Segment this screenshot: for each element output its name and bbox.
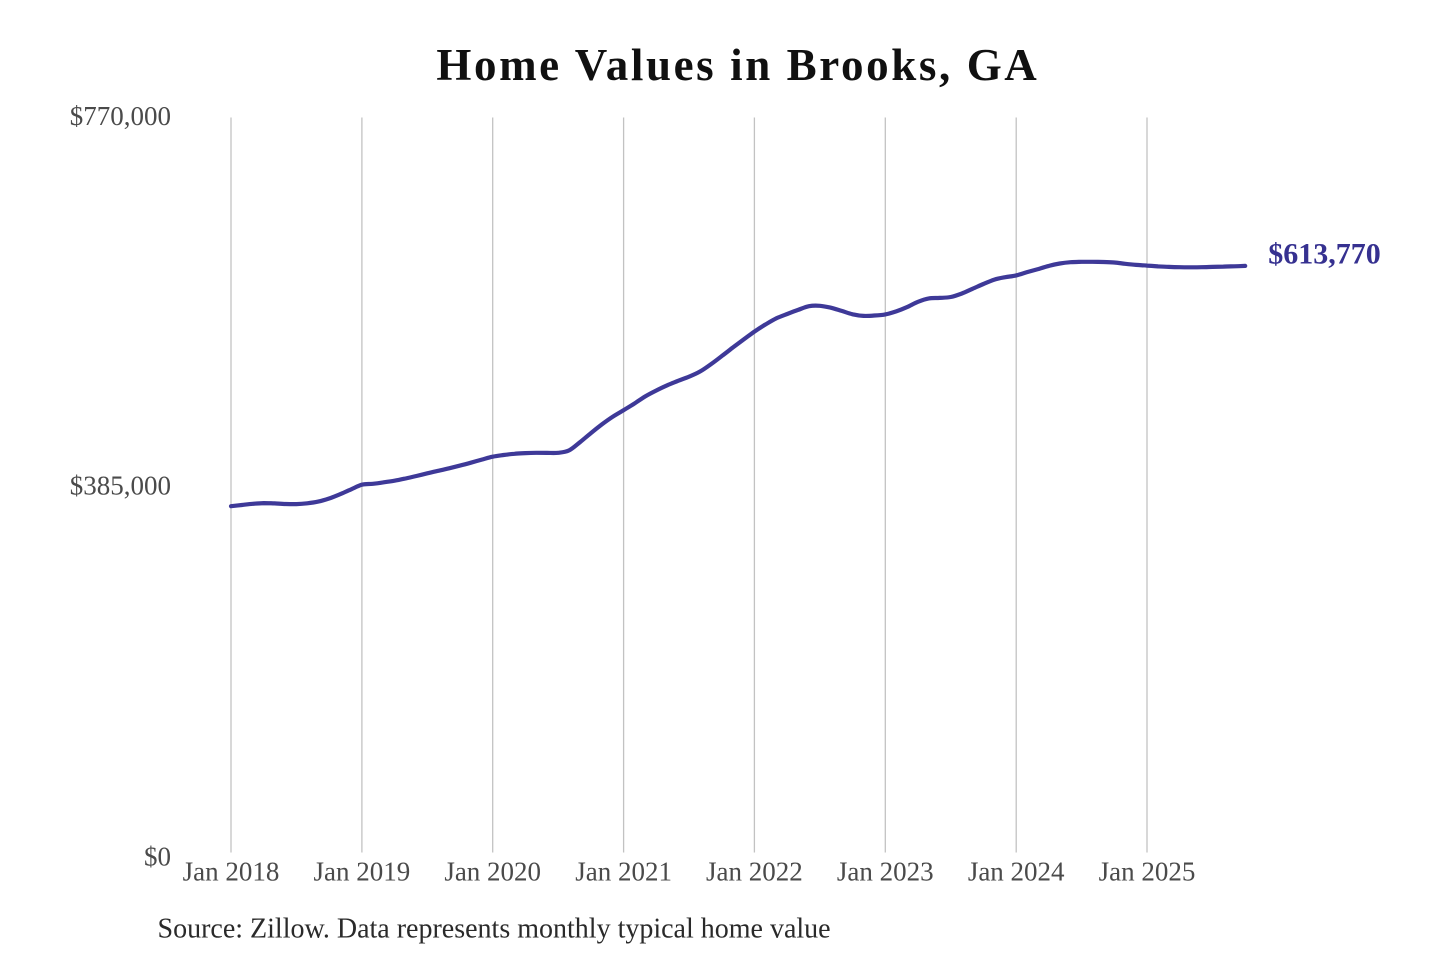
svg-text:$385,000: $385,000	[70, 470, 171, 500]
svg-text:$613,770: $613,770	[1268, 238, 1381, 271]
svg-text:Jan 2019: Jan 2019	[314, 857, 411, 887]
svg-text:$0: $0	[144, 842, 171, 872]
svg-text:Jan 2023: Jan 2023	[837, 857, 934, 887]
svg-text:Jan 2020: Jan 2020	[444, 857, 541, 887]
svg-text:Jan 2018: Jan 2018	[183, 857, 280, 887]
svg-text:Jan 2021: Jan 2021	[575, 857, 672, 887]
svg-text:Jan 2022: Jan 2022	[706, 857, 803, 887]
svg-text:Jan 2024: Jan 2024	[968, 857, 1065, 887]
svg-text:Source: Zillow. Data represent: Source: Zillow. Data represents monthly …	[158, 914, 831, 945]
svg-text:$770,000: $770,000	[70, 101, 171, 131]
svg-text:Jan 2025: Jan 2025	[1099, 857, 1196, 887]
svg-text:Home Values in Brooks, GA: Home Values in Brooks, GA	[436, 40, 1039, 90]
